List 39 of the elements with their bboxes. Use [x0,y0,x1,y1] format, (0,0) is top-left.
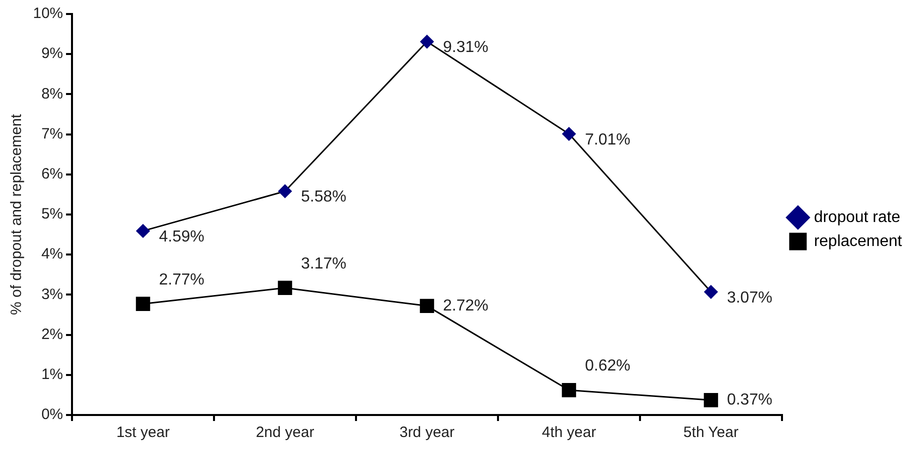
y-tick-label: 6% [41,166,64,183]
point [704,393,718,408]
y-tick-label: 0% [41,406,64,424]
data-label: 7.01% [584,131,630,148]
data-label: 4.59% [159,228,204,246]
y-tick-label: 7% [41,125,64,142]
y-tick-label: 5% [41,206,64,223]
point [278,184,292,198]
data-label: 2.72% [442,297,488,314]
y-tick-label: 3% [41,286,64,303]
data-label: 3.07% [726,289,772,306]
legend-label: dropout rate [814,208,900,226]
data-label: 9.31% [442,39,488,56]
point [562,127,576,141]
y-tick-label: 8% [41,85,64,102]
y-tick-label: 2% [41,326,64,343]
point [136,224,150,238]
x-tick-label: 4th year [542,424,596,442]
y-tick-label: 1% [41,366,64,384]
data-label: 5.58% [301,188,346,206]
point [420,298,434,314]
point [136,296,150,312]
point [704,285,718,299]
y-tick-label: 4% [41,246,64,263]
point [562,383,576,398]
y-tick-label: 10% [32,5,64,22]
data-label: 0.62% [584,358,630,375]
point [278,280,292,295]
x-tick-label: 2nd year [256,424,314,442]
x-tick-label: 5th Year [683,424,738,442]
data-label: 0.37% [726,392,772,409]
y-tick-label: 9% [41,45,64,62]
x-tick-label: 3rd year [399,424,455,442]
data-label: 3.17% [301,255,346,272]
y-axis-title: % of dropout and replacement [8,113,26,315]
x-tick-label: 1st year [116,424,170,442]
data-label: 2.77% [159,271,204,288]
legend-label: replacement [814,232,903,250]
point [420,34,434,48]
